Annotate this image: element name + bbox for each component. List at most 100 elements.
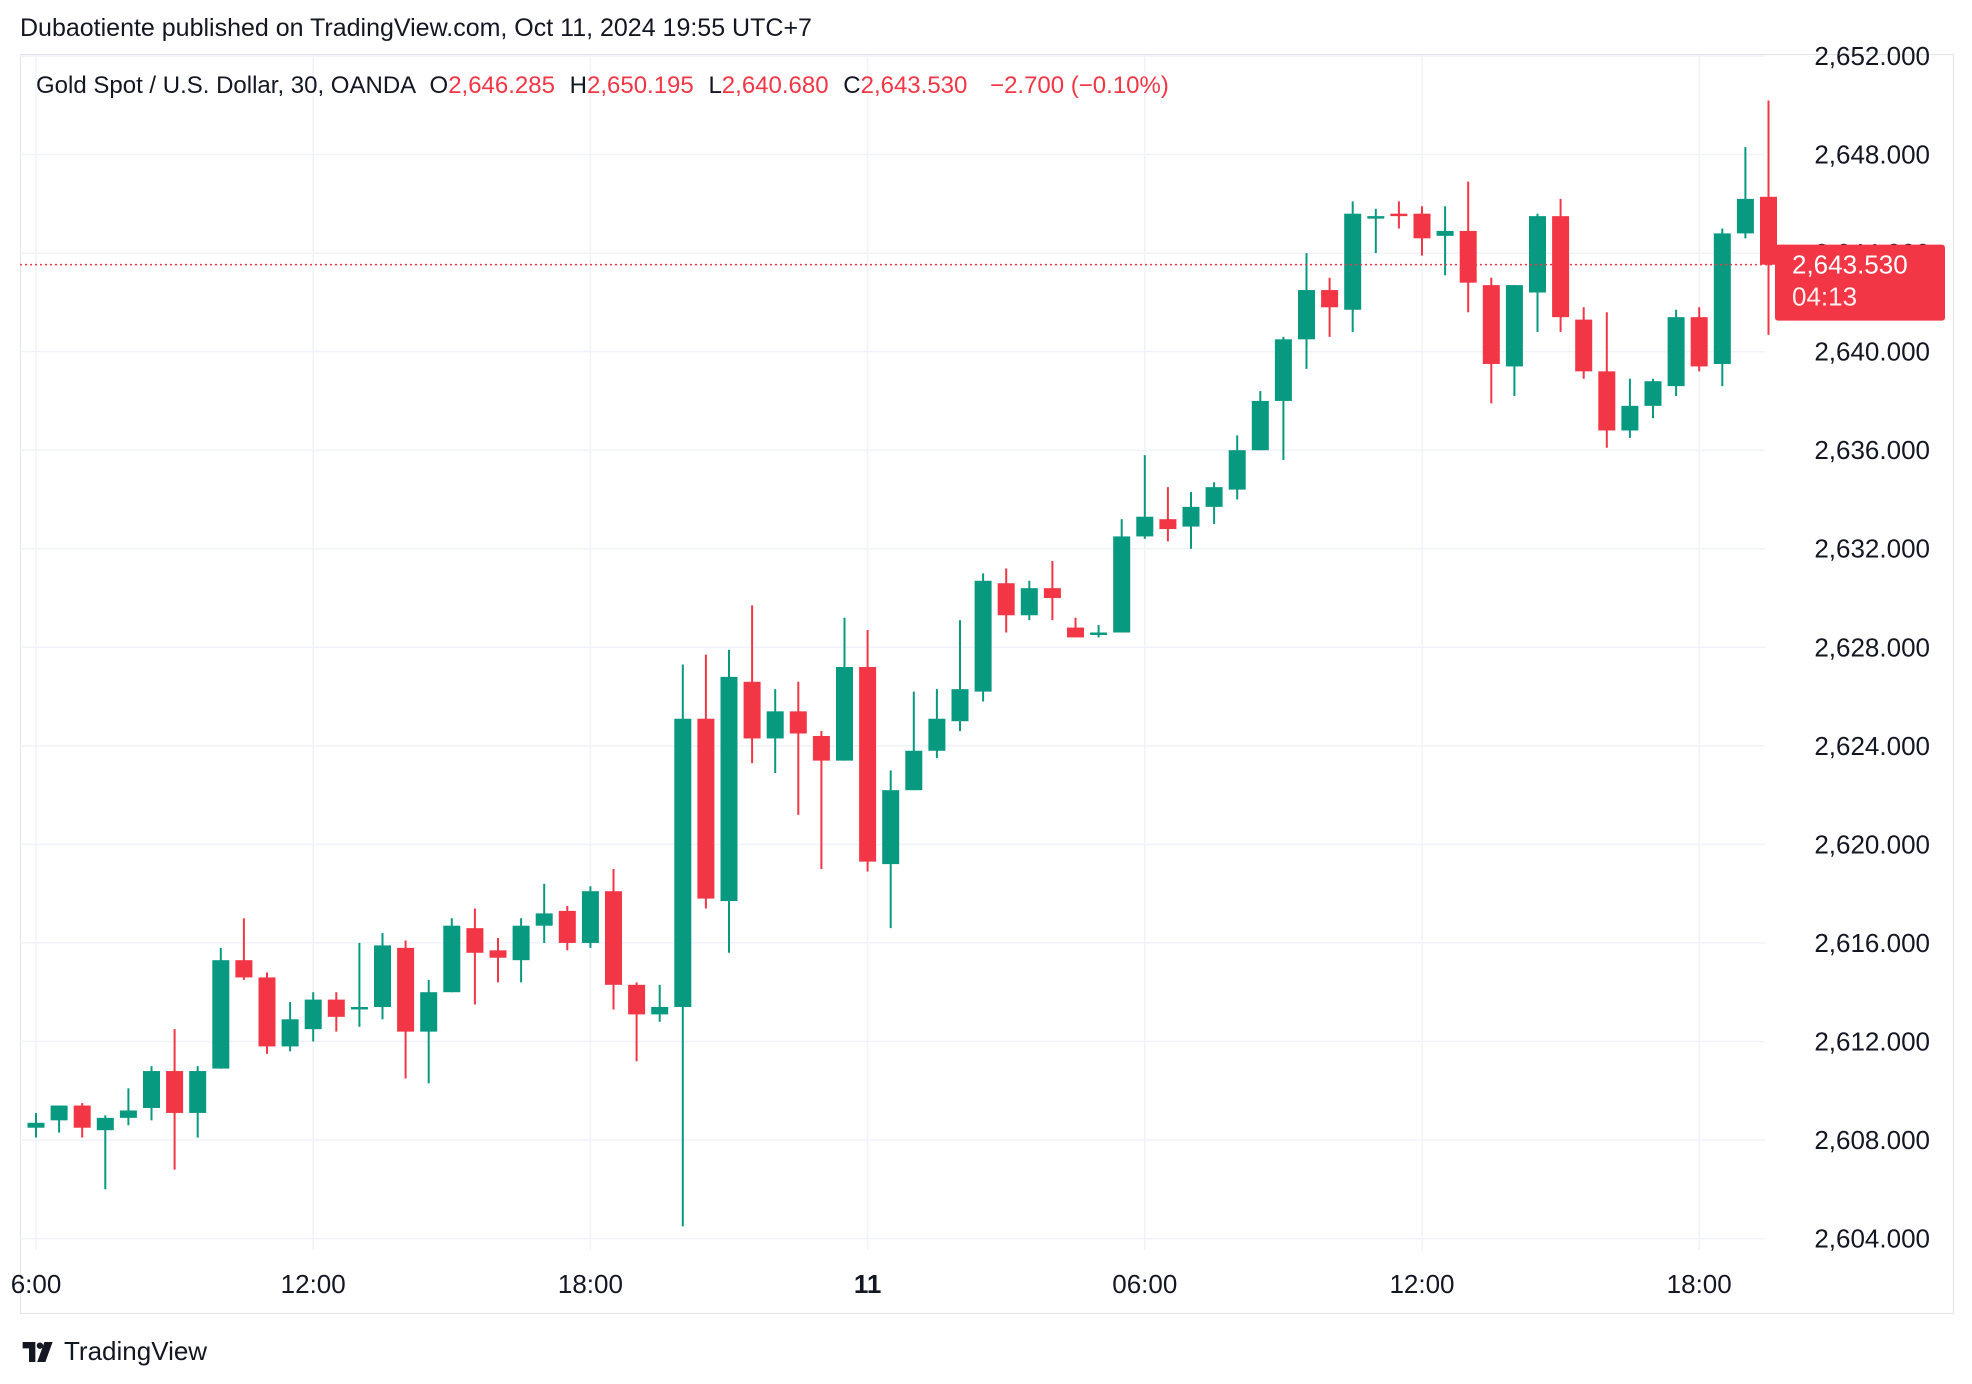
candle[interactable] — [1020, 580, 1038, 621]
candle-body — [1760, 196, 1777, 265]
candle[interactable] — [1090, 625, 1108, 638]
candle[interactable] — [789, 681, 807, 815]
candle[interactable] — [374, 933, 391, 1020]
candle-body — [235, 960, 253, 978]
candle[interactable] — [1413, 206, 1431, 256]
candle[interactable] — [1644, 378, 1662, 419]
y-tick-label: 2,648.000 — [1814, 140, 1930, 170]
brand-name: TradingView — [64, 1336, 208, 1366]
candle[interactable] — [1043, 561, 1061, 621]
x-tick-label: 18:00 — [1667, 1269, 1732, 1299]
candle[interactable] — [1736, 147, 1754, 239]
candle[interactable] — [1367, 208, 1385, 254]
candle[interactable] — [1575, 307, 1593, 379]
candle[interactable] — [1760, 100, 1777, 335]
candle[interactable] — [189, 1066, 207, 1138]
candle[interactable] — [1321, 277, 1339, 337]
x-tick-label: 18:00 — [558, 1269, 623, 1299]
candle[interactable] — [1690, 307, 1708, 372]
candle[interactable] — [1228, 435, 1246, 500]
candle[interactable] — [443, 918, 461, 993]
candle[interactable] — [1182, 492, 1200, 549]
candle[interactable] — [1713, 228, 1731, 387]
candle[interactable] — [1459, 181, 1477, 313]
symbol-title[interactable]: Gold Spot / U.S. Dollar, 30, OANDA — [36, 72, 415, 99]
candle[interactable] — [674, 664, 692, 1227]
candle[interactable] — [1598, 312, 1616, 448]
candle[interactable] — [535, 883, 553, 943]
candle[interactable] — [350, 942, 368, 1027]
candle[interactable] — [143, 1066, 160, 1121]
candle-body — [397, 947, 415, 1032]
candle[interactable] — [1529, 213, 1546, 332]
candle[interactable] — [1159, 487, 1177, 542]
candle[interactable] — [836, 617, 853, 761]
last-price-tag: 2,643.530 04:13 — [1775, 244, 1945, 321]
candle[interactable] — [489, 938, 507, 983]
close-value: 2,643.530 — [860, 72, 968, 99]
candle[interactable] — [512, 918, 530, 983]
candle[interactable] — [1390, 201, 1408, 229]
candle-body — [489, 950, 507, 958]
candle-body — [951, 689, 969, 722]
candle[interactable] — [974, 573, 992, 702]
candle-body — [766, 711, 784, 739]
candle[interactable] — [327, 992, 345, 1032]
candle[interactable] — [1436, 206, 1454, 276]
candle[interactable] — [905, 691, 923, 791]
candle[interactable] — [96, 1115, 114, 1190]
candle[interactable] — [1621, 378, 1639, 438]
candle[interactable] — [882, 770, 900, 929]
candle[interactable] — [1667, 309, 1685, 396]
candle[interactable] — [119, 1088, 137, 1126]
candle[interactable] — [1205, 482, 1223, 525]
publisher-header: Dubaotiente published on TradingView.com… — [20, 14, 812, 42]
candle[interactable] — [420, 979, 438, 1084]
candle[interactable] — [1136, 455, 1154, 539]
candle[interactable] — [812, 731, 830, 870]
candle[interactable] — [73, 1103, 91, 1138]
candle[interactable] — [235, 918, 253, 980]
candle[interactable] — [281, 1002, 299, 1052]
candle[interactable] — [304, 992, 322, 1042]
candle[interactable] — [720, 649, 738, 953]
candle-body — [1552, 216, 1570, 318]
candle[interactable] — [466, 908, 484, 1005]
candle[interactable] — [50, 1105, 68, 1133]
candle-body — [836, 667, 853, 761]
candle[interactable] — [1298, 253, 1315, 369]
candle[interactable] — [212, 947, 230, 1069]
candle[interactable] — [766, 689, 784, 773]
candle[interactable] — [258, 972, 276, 1054]
candle[interactable] — [951, 620, 969, 732]
tradingview-logo-icon — [22, 1341, 53, 1362]
candle[interactable] — [166, 1029, 184, 1170]
candle-body — [212, 960, 230, 1069]
candle[interactable] — [859, 630, 877, 872]
candle[interactable] — [1274, 336, 1292, 461]
candle-body — [1205, 487, 1223, 507]
candle[interactable] — [1113, 519, 1131, 633]
candle-body — [350, 1006, 368, 1010]
candle[interactable] — [1505, 285, 1523, 396]
tradingview-brand[interactable]: TradingView — [22, 1336, 207, 1367]
candle[interactable] — [628, 982, 646, 1062]
candle[interactable] — [1251, 391, 1269, 451]
candle-body — [628, 984, 646, 1015]
candle[interactable] — [605, 869, 622, 1010]
candle[interactable] — [27, 1112, 45, 1138]
candle[interactable] — [997, 568, 1015, 633]
candle[interactable] — [558, 905, 576, 951]
candle[interactable] — [928, 689, 946, 759]
candle[interactable] — [651, 984, 669, 1022]
change-value: −2.700 (−0.10%) — [990, 72, 1169, 99]
candle[interactable] — [1482, 277, 1500, 404]
candle[interactable] — [397, 940, 415, 1079]
candle[interactable] — [743, 605, 761, 764]
candle[interactable] — [1067, 617, 1084, 638]
y-tick-label: 2,628.000 — [1814, 632, 1930, 662]
candle[interactable] — [1344, 201, 1362, 332]
candle[interactable] — [581, 886, 599, 948]
candle[interactable] — [697, 654, 715, 909]
